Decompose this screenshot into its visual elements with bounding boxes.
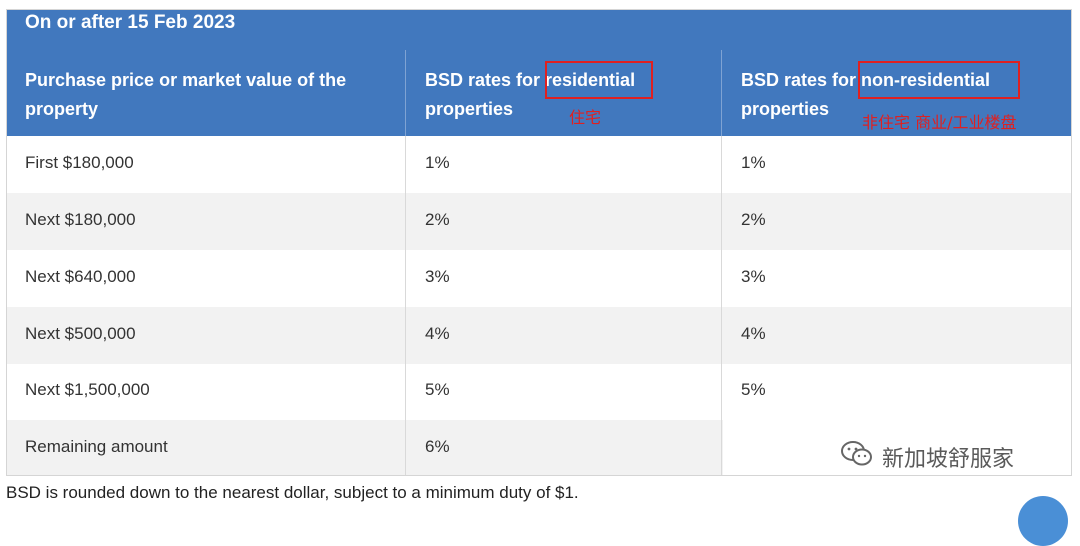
residential-highlight-box [545, 61, 653, 99]
column-divider [721, 136, 722, 475]
header-nonresidential-rate: BSD rates for non-residential properties [741, 70, 991, 119]
nonresidential-rate-cell: 1% [741, 153, 766, 172]
table-row: Next $1,500,000 5% 5% [7, 363, 1071, 420]
tier-cell: Remaining amount [25, 437, 168, 456]
nonresidential-rate-cell: 2% [741, 210, 766, 229]
nonresidential-rate-cell: 4% [741, 324, 766, 343]
tier-cell: Next $500,000 [25, 324, 136, 343]
nonresidential-rate-cell: 5% [741, 380, 766, 399]
tier-cell: First $180,000 [25, 153, 134, 172]
date-title: On or after 15 Feb 2023 [25, 12, 236, 33]
residential-rate-cell: 5% [425, 380, 450, 399]
header-divider [405, 50, 406, 136]
residential-rate-cell: 1% [425, 153, 450, 172]
table-row: Next $180,000 2% 2% [7, 193, 1071, 250]
watermark: 新加坡舒服家 [840, 440, 1014, 474]
floating-action-button[interactable] [1018, 496, 1068, 546]
column-divider [405, 136, 406, 475]
footnote: BSD is rounded down to the nearest dolla… [6, 483, 579, 502]
empty-cell [723, 420, 1071, 475]
tier-cell: Next $180,000 [25, 210, 136, 229]
watermark-text: 新加坡舒服家 [882, 447, 1015, 472]
residential-rate-cell: 2% [425, 210, 450, 229]
bsd-rates-table: On or after 15 Feb 2023 Purchase price o… [6, 9, 1072, 476]
residential-rate-cell: 4% [425, 324, 450, 343]
header-residential-rate: BSD rates for residential properties [425, 70, 636, 119]
tier-cell: Next $1,500,000 [25, 380, 150, 399]
table-header: On or after 15 Feb 2023 Purchase price o… [7, 10, 1071, 136]
nonresidential-annotation: 非住宅 商业/工业楼盘 [862, 113, 1017, 132]
residential-rate-cell: 6% [425, 437, 450, 456]
header-divider [721, 50, 722, 136]
nonresidential-highlight-box [858, 61, 1020, 99]
wechat-icon [840, 440, 874, 474]
header-purchase-price: Purchase price or market value of the pr… [25, 70, 347, 119]
residential-rate-cell: 3% [425, 267, 450, 286]
residential-annotation: 住宅 [569, 108, 602, 127]
table-row: Next $500,000 4% 4% [7, 307, 1071, 364]
tier-cell: Next $640,000 [25, 267, 136, 286]
table-row: First $180,000 1% 1% [7, 136, 1071, 193]
table-row: Next $640,000 3% 3% [7, 250, 1071, 307]
nonresidential-rate-cell: 3% [741, 267, 766, 286]
